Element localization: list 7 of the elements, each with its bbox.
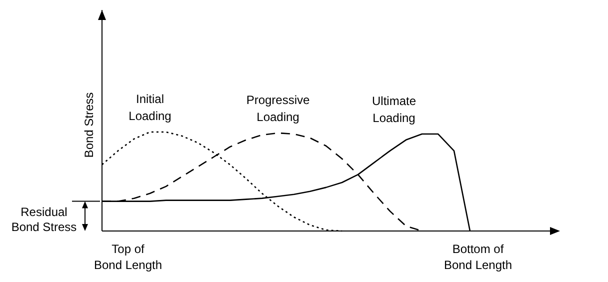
text: Residual Bond Stress [11,205,77,234]
text: Bottom of Bond Length [444,242,512,272]
text: Top of Bond Length [94,242,162,272]
series-label: Initial Loading [128,92,172,123]
series-label: Progressive Loading [246,92,310,124]
y-axis-title: Bond Stress [82,92,96,158]
series-label: Ultimate Loading [372,94,416,125]
